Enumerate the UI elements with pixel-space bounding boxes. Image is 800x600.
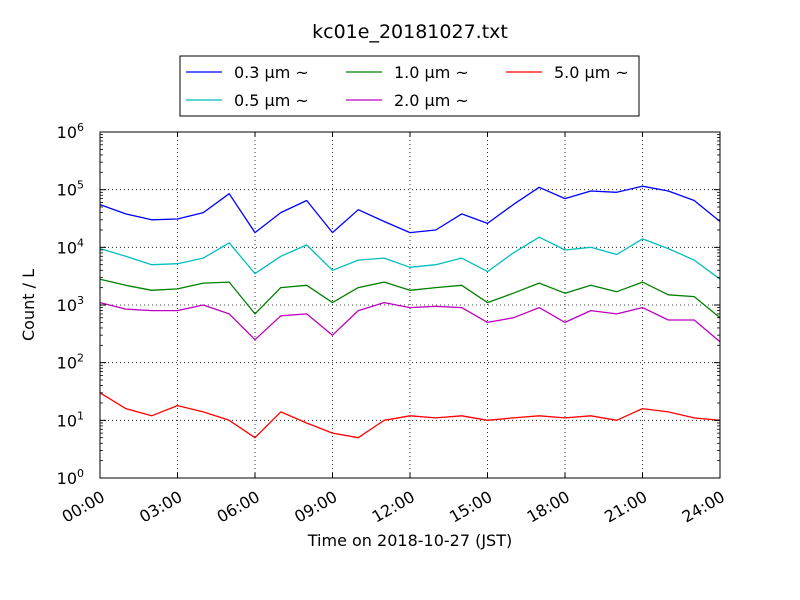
- y-tick-label: 103: [57, 294, 84, 315]
- y-tick-label: 105: [57, 179, 84, 200]
- legend-label-5: 5.0 μm ~: [554, 63, 629, 82]
- legend-label-1: 0.3 μm ~: [234, 63, 309, 82]
- y-tick-label: 101: [57, 409, 84, 430]
- series-line-4: [99, 301, 721, 343]
- y-tick-label: 100: [57, 467, 84, 488]
- y-tick-label: 102: [57, 352, 84, 373]
- series-line-5: [99, 392, 721, 439]
- y-axis-label: Count / L: [19, 269, 38, 341]
- series-lines: [99, 185, 721, 439]
- legend: 0.3 μm ~ 0.5 μm ~ 1.0 μm ~ 2.0 μm ~ 5.0 μm ~: [179, 55, 640, 117]
- chart-title: kc01e_20181027.txt: [312, 21, 508, 43]
- legend-label-4: 2.0 μm ~: [394, 91, 469, 110]
- y-tick-label: 106: [57, 121, 84, 142]
- legend-box: [179, 55, 640, 117]
- x-axis-label: Time on 2018-10-27 (JST): [307, 531, 512, 550]
- series-line-3: [99, 278, 721, 319]
- legend-label-2: 0.5 μm ~: [234, 91, 309, 110]
- series-line-2: [99, 236, 721, 280]
- series-line-1: [99, 185, 721, 234]
- y-axis-ticks: 100 101 102 103 104 105 106: [57, 121, 720, 488]
- legend-label-3: 1.0 μm ~: [394, 63, 469, 82]
- y-tick-label: 104: [57, 236, 84, 257]
